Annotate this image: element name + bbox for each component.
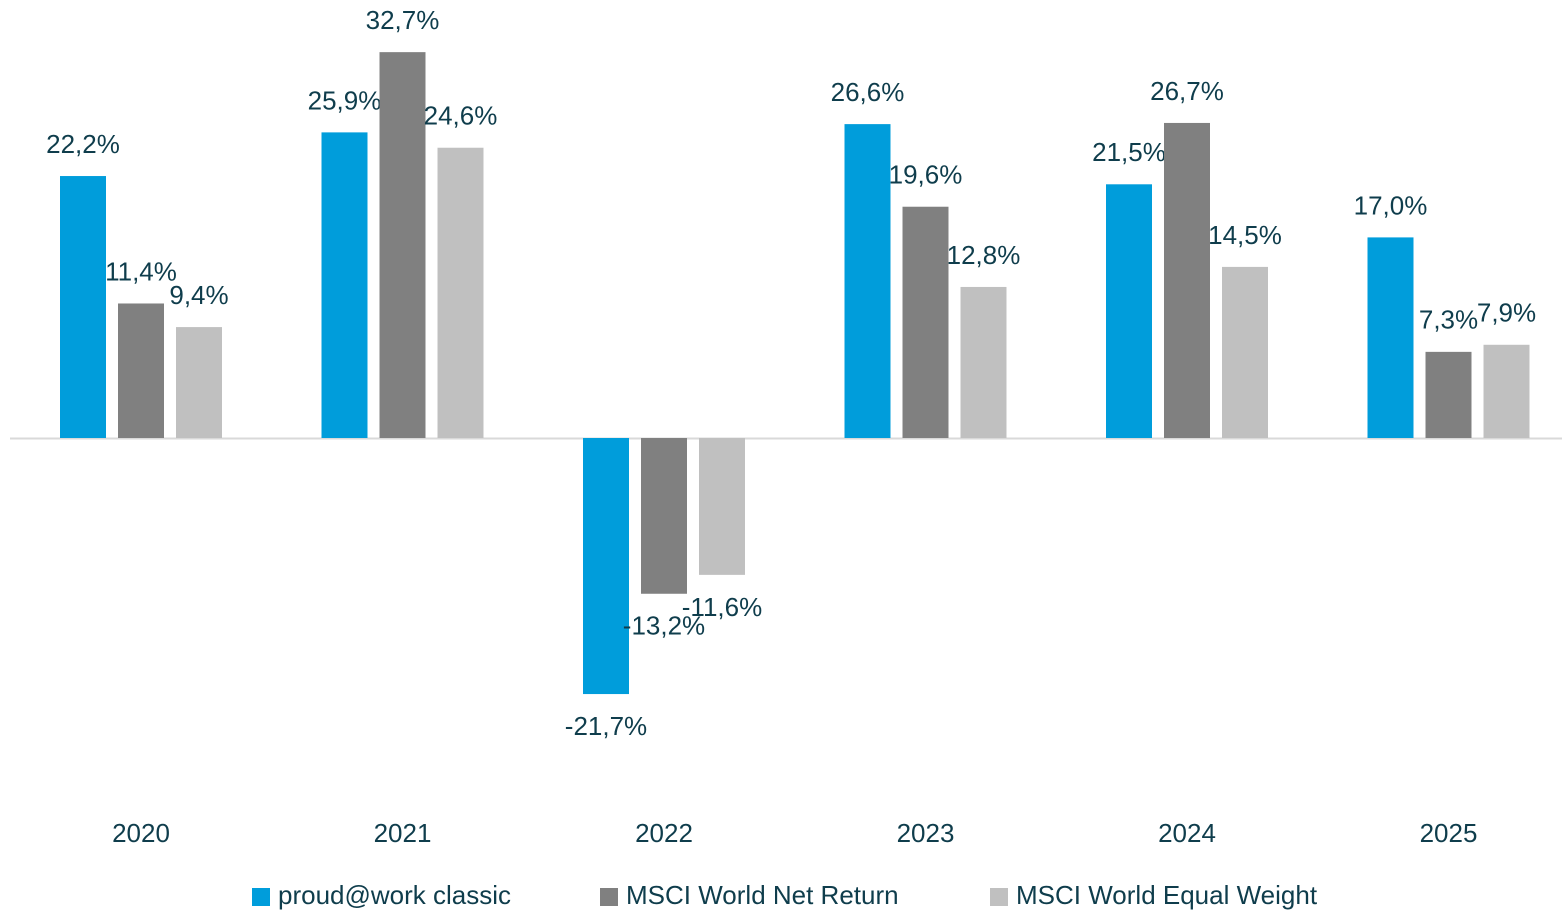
data-label: 19,6% xyxy=(889,160,963,190)
data-label: -21,7% xyxy=(565,711,647,741)
bar xyxy=(960,286,1007,438)
data-label: 11,4% xyxy=(105,256,177,286)
data-label: 12,8% xyxy=(947,240,1021,270)
legend-swatch xyxy=(990,888,1008,906)
data-label: 25,9% xyxy=(308,85,382,115)
legend-label: proud@work classic xyxy=(278,880,511,910)
legend-swatch xyxy=(600,888,618,906)
legend-label: MSCI World Equal Weight xyxy=(1016,880,1318,910)
data-label: 32,7% xyxy=(366,5,440,35)
x-tick-label: 2020 xyxy=(112,818,170,848)
bar xyxy=(1425,351,1472,438)
legend-label: MSCI World Net Return xyxy=(626,880,899,910)
bar xyxy=(118,303,164,438)
data-label: 26,6% xyxy=(831,77,905,107)
data-label: 7,9% xyxy=(1477,298,1536,328)
data-label: 9,4% xyxy=(169,280,228,310)
x-tick-label: 2022 xyxy=(635,818,693,848)
x-tick-label: 2025 xyxy=(1420,818,1478,848)
bar xyxy=(583,438,629,695)
data-label: 7,3% xyxy=(1419,305,1478,335)
legend-swatch xyxy=(252,888,270,906)
bar xyxy=(641,438,687,594)
bar xyxy=(902,206,949,438)
data-label: -11,6% xyxy=(682,592,762,622)
x-tick-label: 2023 xyxy=(897,818,955,848)
data-label: 17,0% xyxy=(1354,190,1428,220)
data-label: 26,7% xyxy=(1150,76,1224,106)
bar xyxy=(844,124,891,439)
bar xyxy=(699,438,745,575)
bar xyxy=(1367,237,1414,438)
bar xyxy=(437,147,484,438)
x-tick-label: 2024 xyxy=(1158,818,1216,848)
data-label: 24,6% xyxy=(424,101,498,131)
data-label: 14,5% xyxy=(1208,220,1282,250)
bar xyxy=(1164,122,1210,438)
bar xyxy=(379,52,426,438)
data-label: 21,5% xyxy=(1092,137,1166,167)
data-label: 22,2% xyxy=(46,129,120,159)
bar xyxy=(321,132,368,438)
bar xyxy=(1106,184,1152,438)
data-label: -13,2% xyxy=(623,611,705,641)
bar xyxy=(60,176,106,439)
bar xyxy=(1222,266,1268,438)
bar xyxy=(176,327,222,438)
bar xyxy=(1483,344,1530,438)
x-tick-label: 2021 xyxy=(374,818,432,848)
